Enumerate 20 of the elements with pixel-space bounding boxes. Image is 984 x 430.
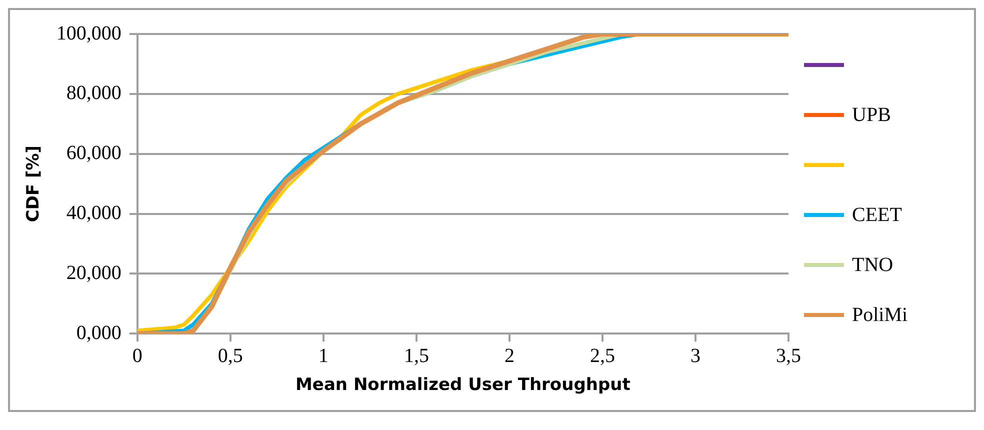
y-tick-label: 60,000 (66, 142, 122, 164)
x-tick-label: 2,5 (590, 344, 615, 367)
x-tick-label: 0 (132, 344, 142, 367)
x-tick-label: 1 (318, 344, 328, 367)
x-tick-label: 2 (504, 344, 514, 367)
y-tick-label: 0,000 (76, 322, 122, 344)
legend-label: PoliMi (852, 304, 908, 326)
y-axis-title: CDF [%] (24, 145, 44, 222)
x-tick-label: 0,5 (218, 344, 243, 367)
y-tick-label: 80,000 (66, 82, 122, 104)
x-tick-label: 3 (690, 344, 700, 367)
legend-label: TNO (852, 254, 894, 276)
legend-label: CEET (852, 204, 902, 226)
legend-label: UPB (852, 104, 891, 126)
x-tick-label: 1,5 (404, 344, 429, 367)
x-axis-title: Mean Normalized User Throughput (296, 375, 630, 396)
y-tick-label: 20,000 (66, 262, 122, 284)
x-tick-label: 3,5 (776, 344, 801, 367)
y-tick-label: 100,000 (56, 22, 122, 44)
y-tick-label: 40,000 (66, 202, 122, 224)
